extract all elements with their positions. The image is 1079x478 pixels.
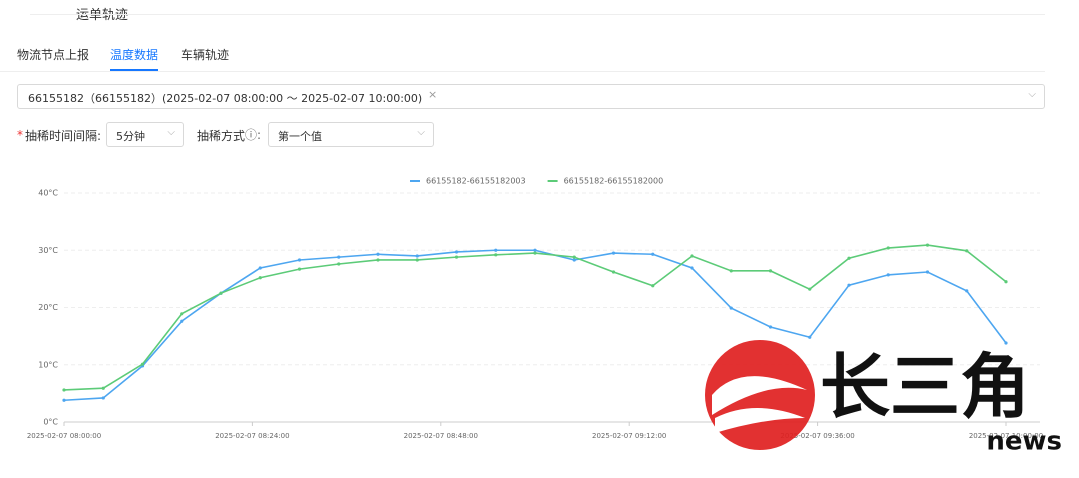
data-point xyxy=(62,398,66,402)
waybill-select[interactable]: 66155182（66155182）(2025-02-07 08:00:00 ～… xyxy=(17,84,1045,109)
data-point xyxy=(258,276,262,280)
data-point xyxy=(925,243,930,247)
dropdown-arrow: ⌵ xyxy=(167,127,175,138)
data-point xyxy=(690,254,694,258)
watermark-subtext: news xyxy=(986,427,1062,457)
data-point xyxy=(258,266,262,270)
dropdown-arrow: ⌵ xyxy=(1028,89,1036,100)
data-point xyxy=(376,252,380,256)
y-tick-label: 40°C xyxy=(38,189,58,198)
data-point xyxy=(611,270,616,274)
data-point xyxy=(925,270,930,274)
divider xyxy=(30,14,1045,15)
data-point xyxy=(611,251,616,255)
tab[interactable]: 温度数据 xyxy=(110,46,159,71)
data-point xyxy=(454,250,459,254)
y-tick-label: 20°C xyxy=(38,303,58,312)
data-point xyxy=(140,362,145,366)
data-point xyxy=(1004,280,1008,284)
data-point xyxy=(808,287,812,291)
data-point xyxy=(965,289,969,293)
required-mark: * xyxy=(17,128,23,142)
legend-label: 66155182-66155182003 xyxy=(426,177,526,186)
y-tick-label: 30°C xyxy=(38,246,58,255)
data-point xyxy=(337,255,341,259)
interval-value: 5分钟 xyxy=(116,130,145,143)
method-select[interactable]: 第一个值 ⌵ xyxy=(268,122,434,147)
data-point xyxy=(808,335,812,339)
x-tick-label: 2025-02-07 08:24:00 xyxy=(215,432,289,440)
data-point xyxy=(572,258,576,262)
data-point xyxy=(768,325,773,329)
x-tick-label: 2025-02-07 09:12:00 xyxy=(592,432,666,440)
data-point xyxy=(180,312,184,316)
data-point xyxy=(494,253,498,257)
data-point xyxy=(965,249,969,253)
y-tick-label: 0°C xyxy=(43,418,58,427)
method-label: 抽稀方式 xyxy=(197,129,246,143)
tab[interactable]: 车辆轨迹 xyxy=(181,48,230,62)
x-tick-label: 2025-02-07 10:00:00 xyxy=(969,432,1043,440)
method-value: 第一个值 xyxy=(278,130,322,143)
dropdown-arrow: ⌵ xyxy=(417,127,425,138)
data-point xyxy=(729,306,733,310)
data-point xyxy=(101,396,105,400)
select-tag: 66155182（66155182）(2025-02-07 08:00:00 ～… xyxy=(28,92,423,105)
data-point xyxy=(572,255,576,259)
data-point xyxy=(690,266,694,270)
data-point xyxy=(847,256,851,260)
data-point xyxy=(847,283,851,287)
info-icon[interactable]: ⓘ: xyxy=(245,128,262,142)
data-point xyxy=(886,246,890,250)
data-point xyxy=(219,291,223,295)
x-tick-label: 2025-02-07 09:36:00 xyxy=(780,432,854,440)
data-point xyxy=(651,252,655,256)
data-point xyxy=(180,319,184,323)
data-point xyxy=(101,386,105,390)
legend-label: 66155182-66155182000 xyxy=(564,177,664,186)
clear-icon[interactable]: × xyxy=(428,88,438,101)
data-point xyxy=(297,267,302,271)
interval-select[interactable]: 5分钟 ⌵ xyxy=(106,122,184,147)
data-point xyxy=(1004,341,1008,345)
data-point xyxy=(376,258,380,262)
data-point xyxy=(337,262,341,266)
data-point xyxy=(768,269,773,273)
interval-label: 抽稀时间间隔: xyxy=(25,129,102,143)
data-point xyxy=(62,388,66,392)
section-title: 运单轨迹 xyxy=(76,8,129,23)
tab[interactable]: 物流节点上报 xyxy=(17,48,90,62)
x-tick-label: 2025-02-07 08:48:00 xyxy=(404,432,478,440)
data-point xyxy=(415,254,419,258)
x-tick-label: 2025-02-07 08:00:00 xyxy=(27,432,101,440)
data-point xyxy=(533,248,537,252)
data-point xyxy=(651,284,655,288)
data-point xyxy=(533,251,537,255)
watermark-text: 长三角 xyxy=(820,346,1030,428)
data-point xyxy=(454,255,459,259)
data-point xyxy=(886,273,890,277)
data-point xyxy=(415,258,419,262)
watermark-logo xyxy=(705,340,815,450)
y-tick-label: 10°C xyxy=(38,360,58,369)
data-point xyxy=(297,258,302,262)
tab-divider xyxy=(0,71,1045,72)
data-point xyxy=(494,248,498,252)
data-point xyxy=(729,269,733,273)
